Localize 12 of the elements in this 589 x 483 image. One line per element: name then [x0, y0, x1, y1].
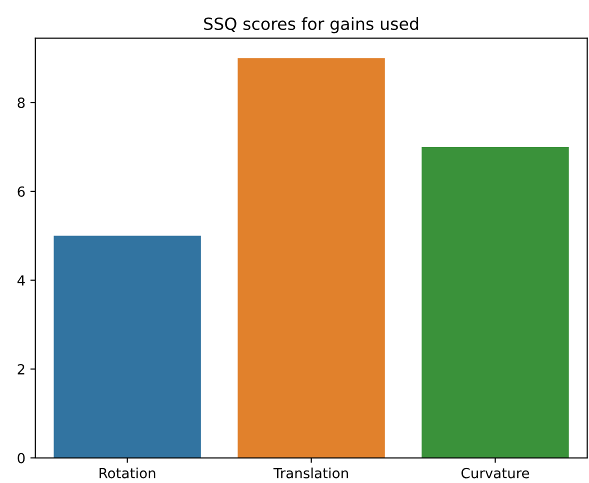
bar — [54, 236, 201, 458]
y-tick-label: 0 — [18, 452, 25, 464]
x-tick-label: Rotation — [100, 468, 156, 478]
y-tick-label: 8 — [18, 98, 25, 108]
bar — [238, 58, 385, 458]
y-tick-label: 2 — [18, 364, 24, 374]
chart-title: SSQ scores for gains used — [204, 17, 418, 34]
bar — [422, 146, 569, 458]
x-tick-label: Translation — [273, 468, 348, 478]
y-tick-label: 6 — [18, 186, 25, 197]
x-tick-label: Curvature — [461, 468, 530, 478]
y-tick-label: 4 — [17, 275, 25, 286]
